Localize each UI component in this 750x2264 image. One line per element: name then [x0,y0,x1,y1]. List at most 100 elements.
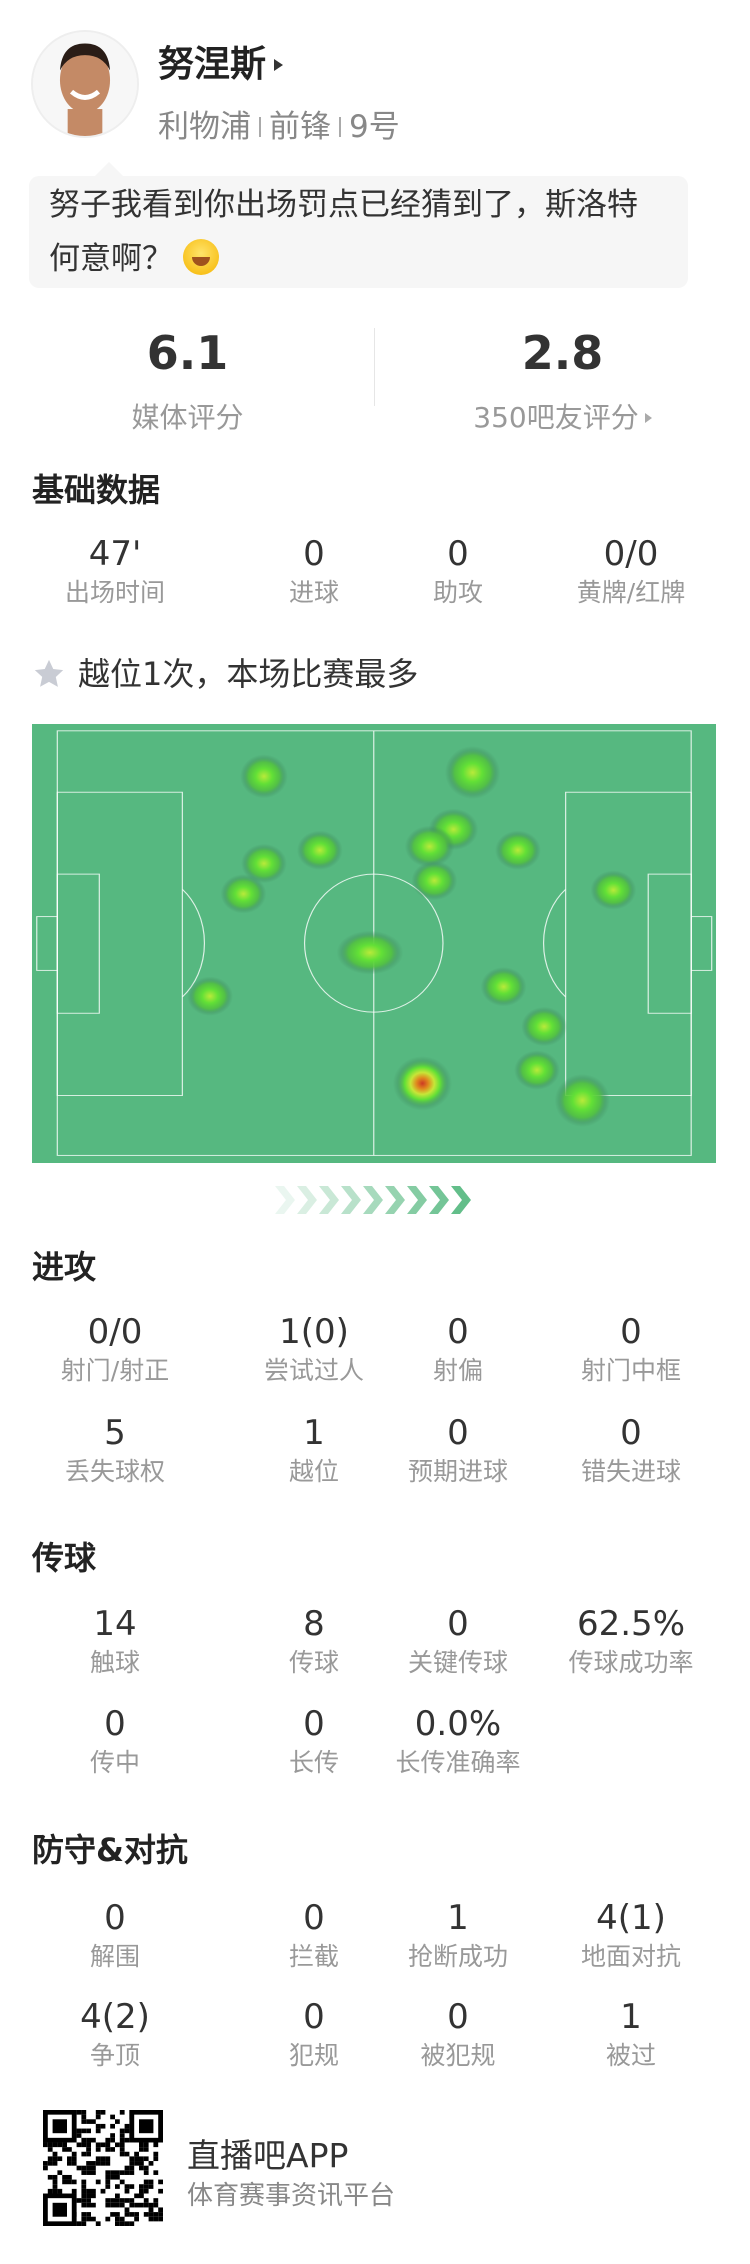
stat-value: 47' [88,534,142,574]
player-info: 利物浦 前锋 9号 [158,108,400,146]
stat-label: 助攻 [432,578,483,607]
defense-section-title: 防守&对抗 [32,1831,188,1869]
stat-value: 0 [447,534,469,574]
stat-value: 0.0% [414,1704,502,1744]
stat-item: 0 传中 [45,1704,185,1778]
stat-label: 射门/射正 [60,1356,170,1385]
comment-bubble: 努子我看到你出场罚点已经猜到了，斯洛特何意啊？ [29,162,688,288]
heatmap-spot [404,825,455,868]
fan-rating-link[interactable]: 2.8 350吧友评分 [375,323,750,435]
stat-value: 62.5% [576,1604,685,1644]
heatmap-spot [392,1056,453,1111]
stat-label: 关键传球 [407,1648,508,1677]
stat-label: 尝试过人 [263,1356,364,1385]
heatmap-spot [480,967,527,1007]
stat-item: 0 错失进球 [561,1413,701,1487]
divider [259,117,261,137]
stat-item: 0 拦截 [244,1898,384,1972]
chevron-right-icon [385,1186,405,1214]
media-rating-value: 6.1 [146,326,229,380]
heatmap-spot [336,930,404,975]
divider [374,328,375,406]
caret-right-icon [644,413,652,423]
stat-label: 解围 [89,1942,140,1971]
stat-value: 0 [447,1413,469,1453]
stat-label: 触球 [89,1648,140,1677]
stat-item: 1 被过 [561,1997,701,2071]
heatmap-spot [240,754,288,799]
stat-item: 0 助攻 [388,534,528,608]
stat-value: 5 [104,1413,126,1453]
stat-label: 犯规 [288,2041,339,2070]
chevron-right-icon [429,1186,449,1214]
stat-label: 争顶 [89,2041,140,2070]
media-rating: 6.1 媒体评分 [0,323,375,435]
stat-label: 长传准确率 [395,1748,521,1777]
stat-label: 长传 [288,1748,339,1777]
stat-item: 0/0 射门/射正 [45,1312,185,1386]
stat-label: 拦截 [288,1942,339,1971]
stat-item: 0/0 黄牌/红牌 [561,534,701,608]
stat-value: 0 [303,1997,325,2037]
stat-label: 出场时间 [64,578,165,607]
heatmap-spot [296,830,343,870]
stat-label: 黄牌/红牌 [576,578,686,607]
chevron-right-icon [297,1186,317,1214]
stat-value: 1 [303,1413,325,1453]
stat-item: 0 预期进球 [388,1413,528,1487]
stat-item: 4(1) 地面对抗 [561,1898,701,1972]
stat-item: 0 犯规 [244,1997,384,2071]
attack-section-title: 进攻 [32,1248,97,1286]
heatmap-spot [444,745,501,800]
stat-label: 传中 [89,1748,140,1777]
chevron-right-icon [275,1186,295,1214]
divider [339,117,341,137]
app-name: 直播吧APP [187,2136,349,2175]
player-number: 9号 [349,109,400,145]
stat-label: 越位 [288,1457,339,1486]
stat-label: 丢失球权 [64,1457,165,1486]
player-position: 前锋 [269,109,331,145]
highlight-text: 越位1次，本场比赛最多 [78,655,419,693]
stat-value: 0/0 [87,1312,143,1352]
stat-label: 传球成功率 [568,1648,694,1677]
stat-value: 0/0 [603,534,659,574]
stat-item: 8 传球 [244,1604,384,1678]
chevron-right-icon [407,1186,427,1214]
stat-value: 0 [104,1704,126,1744]
player-name-link[interactable]: 努涅斯 [158,42,284,88]
stat-value: 0 [303,1704,325,1744]
player-avatar[interactable] [31,30,139,138]
heatmap-pitch [32,724,716,1163]
stat-item: 0 长传 [244,1704,384,1778]
stat-label: 被过 [605,2041,656,2070]
stat-label: 传球 [288,1648,339,1677]
stat-value: 0 [104,1898,126,1938]
stat-label: 射偏 [432,1356,483,1385]
player-team: 利物浦 [158,109,251,145]
star-icon [34,659,64,687]
player-name: 努涅斯 [158,44,267,85]
stat-value: 0 [303,1898,325,1938]
attack-direction-arrows [275,1186,473,1214]
stat-item: 0 关键传球 [388,1604,528,1678]
chevron-right-icon [341,1186,361,1214]
heatmap-spot [187,976,233,1016]
stat-value: 1(0) [279,1312,349,1352]
stat-value: 0 [447,1997,469,2037]
stat-item: 47' 出场时间 [45,534,185,608]
heatmap-spot [521,1006,568,1047]
stat-label: 错失进球 [580,1457,681,1486]
stat-label: 被犯规 [420,2041,496,2070]
stat-label: 预期进球 [407,1457,508,1486]
stat-value: 0 [447,1604,469,1644]
stat-value: 0 [620,1413,642,1453]
stat-item: 4(2) 争顶 [45,1997,185,2071]
stat-value: 14 [93,1604,137,1644]
stat-value: 1 [620,1997,642,2037]
heatmap-spot [554,1073,611,1127]
app-tagline: 体育赛事资讯平台 [187,2181,396,2211]
stat-label: 地面对抗 [580,1942,681,1971]
stat-value: 0 [303,534,325,574]
fan-rating-label: 350吧友评分 [473,401,639,434]
